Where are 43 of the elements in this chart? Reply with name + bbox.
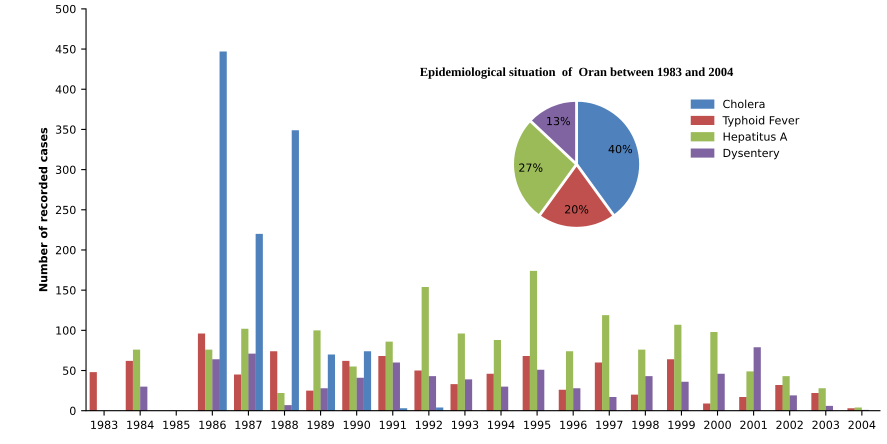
data-label: 20% bbox=[565, 205, 588, 214]
y-tick-label: 50 bbox=[63, 366, 76, 375]
x-tick-label: 1998 bbox=[632, 420, 659, 430]
chart-title: Epidemiological situation of Oran between 1983 and 2004 bbox=[420, 67, 734, 79]
x-tick-label: 1999 bbox=[668, 420, 695, 430]
y-tick-label: 300 bbox=[56, 166, 76, 174]
data-label: 13% bbox=[547, 116, 570, 126]
x-tick-label: 1989 bbox=[308, 420, 334, 430]
y-tick-label: 150 bbox=[56, 286, 76, 295]
x-tick-label: 1993 bbox=[452, 420, 478, 430]
y-tick-label: 100 bbox=[56, 326, 76, 335]
x-tick-label: 2002 bbox=[776, 420, 803, 430]
x-tick-label: 1992 bbox=[416, 420, 442, 430]
x-tick-label: 2003 bbox=[812, 420, 840, 430]
y-tick-label: 350 bbox=[56, 125, 76, 134]
x-tick-label: 1987 bbox=[236, 420, 262, 430]
legend-label: Cholera bbox=[723, 100, 764, 108]
y-axis-title: Number of recorded cases bbox=[38, 128, 48, 292]
x-tick-label: 2004 bbox=[848, 420, 876, 430]
data-label: 27% bbox=[519, 163, 542, 172]
data-label: 40% bbox=[608, 144, 632, 154]
x-tick-label: 1997 bbox=[596, 420, 622, 430]
y-tick-label: 400 bbox=[56, 85, 76, 94]
y-tick-label: 450 bbox=[56, 45, 76, 54]
x-tick-label: 1985 bbox=[163, 420, 190, 430]
x-tick-label: 1990 bbox=[344, 420, 370, 430]
x-tick-label: 2000 bbox=[704, 420, 731, 430]
x-tick-label: 1994 bbox=[488, 420, 515, 430]
y-tick-label: 500 bbox=[56, 4, 76, 14]
legend-label: Hepatitus A bbox=[724, 132, 788, 143]
y-tick-label: 0 bbox=[70, 406, 76, 416]
x-tick-label: 1995 bbox=[524, 420, 550, 430]
x-tick-label: 1986 bbox=[199, 420, 226, 430]
legend-label: Typhoid Fever bbox=[722, 116, 800, 127]
x-tick-label: 2001 bbox=[740, 420, 767, 430]
y-tick-label: 250 bbox=[56, 206, 76, 214]
y-tick-label: 200 bbox=[56, 246, 76, 254]
legend-label: Dysentery bbox=[724, 148, 780, 160]
x-tick-label: 1988 bbox=[272, 420, 298, 430]
x-tick-label: 1996 bbox=[560, 420, 587, 430]
x-tick-label: 1983 bbox=[91, 420, 118, 430]
x-tick-label: 1991 bbox=[380, 420, 406, 430]
x-tick-label: 1984 bbox=[127, 420, 154, 430]
